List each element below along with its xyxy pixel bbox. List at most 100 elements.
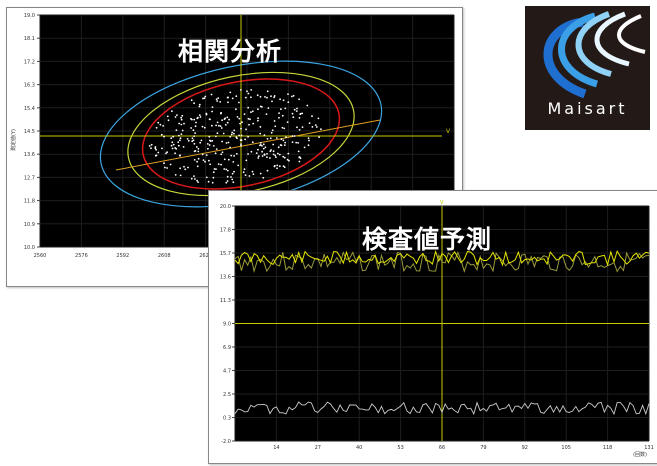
- data-point: [277, 146, 280, 149]
- data-point: [180, 116, 183, 119]
- data-point: [211, 106, 214, 108]
- data-point: [266, 90, 269, 93]
- data-point: [226, 180, 229, 182]
- y-tick-label: 12.7: [24, 175, 35, 181]
- data-point: [264, 96, 266, 98]
- data-point: [282, 155, 285, 158]
- data-point: [311, 115, 313, 118]
- data-point: [230, 133, 233, 136]
- data-point: [179, 174, 182, 177]
- data-point: [246, 90, 248, 93]
- data-point: [317, 117, 320, 120]
- data-point: [307, 137, 310, 140]
- x-tick-label: 118: [603, 445, 613, 451]
- data-point: [237, 164, 240, 167]
- data-point: [193, 118, 196, 121]
- data-point: [210, 93, 213, 96]
- y-tick-label: 14.5: [24, 129, 35, 135]
- data-point: [212, 176, 215, 179]
- data-point: [226, 169, 229, 172]
- data-point: [181, 114, 184, 117]
- y-tick-label: 16.3: [24, 83, 35, 89]
- data-point: [179, 154, 182, 157]
- data-point: [273, 120, 276, 122]
- data-point: [221, 119, 224, 122]
- data-point: [273, 96, 275, 99]
- y-tick-label: 0.3: [223, 416, 231, 422]
- data-point: [229, 91, 232, 94]
- data-point: [263, 153, 266, 156]
- data-point: [271, 100, 273, 103]
- data-point: [251, 141, 254, 144]
- data-point: [198, 105, 201, 108]
- x-tick-label: 2560: [34, 253, 47, 259]
- data-point: [216, 132, 219, 135]
- data-point: [229, 146, 232, 149]
- data-point: [231, 131, 234, 134]
- data-point: [159, 123, 162, 126]
- data-point: [238, 117, 241, 120]
- data-point: [252, 122, 255, 125]
- data-point: [225, 142, 228, 144]
- data-point: [278, 153, 281, 156]
- data-point: [203, 97, 206, 100]
- data-point: [178, 134, 180, 137]
- data-point: [180, 118, 183, 121]
- data-point: [231, 97, 234, 100]
- x-tick-label: 2576: [75, 253, 88, 259]
- data-point: [192, 129, 195, 132]
- data-point: [209, 163, 212, 166]
- data-point: [215, 124, 218, 127]
- data-point: [247, 135, 250, 138]
- y-tick-label: 6.9: [223, 345, 231, 351]
- data-point: [232, 161, 235, 163]
- data-point: [205, 154, 208, 157]
- data-point: [244, 138, 247, 141]
- data-point: [231, 172, 234, 175]
- data-point: [259, 132, 262, 135]
- data-point: [161, 147, 163, 150]
- data-point: [219, 101, 222, 103]
- data-point: [197, 150, 200, 153]
- data-point: [271, 129, 274, 132]
- data-point: [280, 138, 283, 141]
- data-point: [208, 159, 210, 162]
- data-point: [261, 145, 263, 147]
- data-point: [291, 141, 294, 144]
- y-tick-label: 13.6: [220, 275, 231, 281]
- x-tick-label: 27: [315, 445, 321, 451]
- data-point: [193, 175, 195, 178]
- data-point: [169, 163, 172, 166]
- data-point: [226, 175, 229, 178]
- data-point: [291, 95, 293, 98]
- data-point: [295, 141, 298, 144]
- data-point: [157, 151, 160, 154]
- data-point: [209, 140, 212, 143]
- data-point: [235, 95, 238, 98]
- data-point: [298, 117, 301, 119]
- data-point: [202, 97, 204, 100]
- data-point: [247, 153, 250, 155]
- y-axis-label: 測定値(Y): [10, 129, 17, 151]
- data-point: [190, 177, 193, 180]
- data-point: [291, 135, 294, 137]
- data-point: [162, 125, 165, 127]
- data-point: [177, 144, 180, 147]
- data-point: [286, 121, 289, 123]
- data-point: [266, 169, 269, 172]
- data-point: [172, 143, 175, 146]
- data-point: [204, 160, 206, 163]
- data-point: [223, 168, 226, 170]
- data-point: [287, 93, 289, 95]
- data-point: [259, 144, 262, 146]
- logo-wordmark: Maisart: [547, 99, 628, 118]
- data-point: [318, 136, 320, 139]
- data-point: [241, 121, 243, 124]
- data-point: [191, 140, 194, 143]
- data-point: [276, 164, 279, 167]
- data-point: [203, 126, 206, 129]
- data-point: [261, 155, 264, 157]
- data-point: [235, 108, 237, 111]
- data-point: [171, 147, 174, 150]
- data-point: [217, 163, 220, 166]
